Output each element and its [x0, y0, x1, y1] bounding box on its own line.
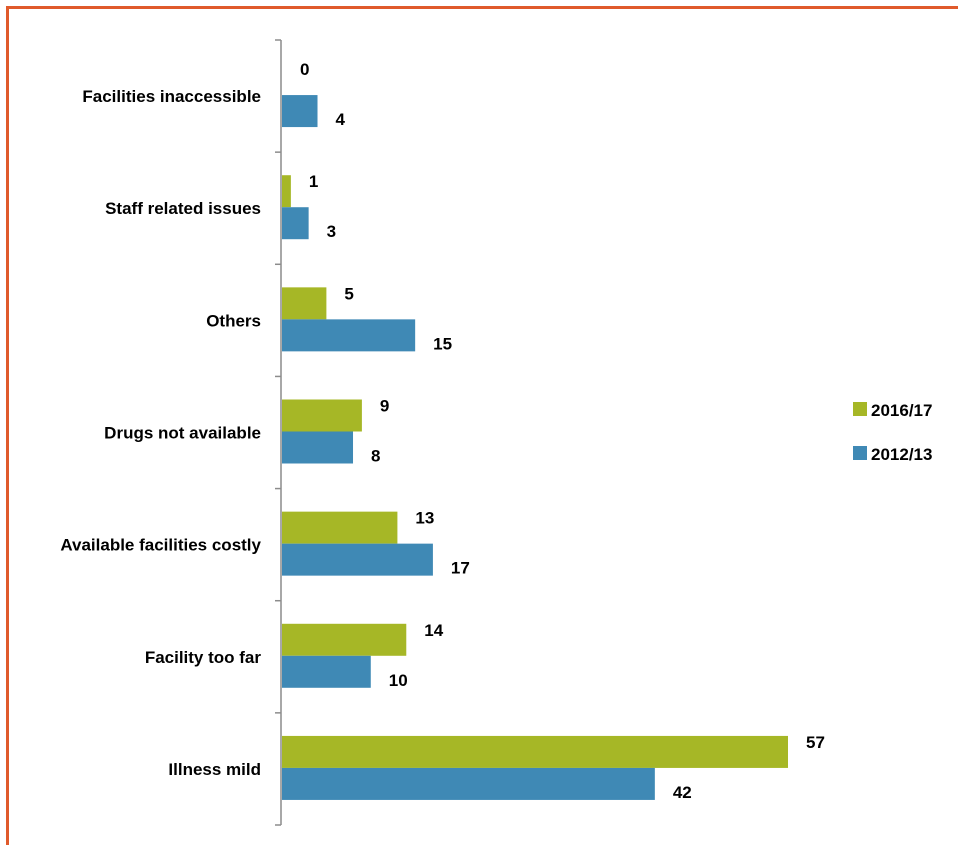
bar-2016-17	[282, 623, 407, 656]
bar-2012-13	[282, 655, 371, 688]
legend-swatch	[853, 402, 867, 416]
category-label: Others	[206, 311, 261, 330]
category-label: Facility too far	[145, 648, 262, 667]
axis-layer	[275, 39, 282, 826]
value-label: 13	[415, 509, 434, 528]
bar-2016-17	[282, 287, 327, 320]
value-label: 3	[327, 222, 336, 241]
value-label: 8	[371, 447, 380, 466]
value-label: 57	[806, 733, 825, 752]
bar-2016-17	[282, 175, 291, 208]
bars-layer	[282, 95, 788, 800]
value-label: 4	[336, 110, 346, 129]
value-label: 17	[451, 559, 470, 578]
bar-2016-17	[282, 735, 788, 768]
value-label: 1	[309, 172, 318, 191]
bar-2012-13	[282, 767, 655, 800]
legend-swatch	[853, 446, 867, 460]
bar-2012-13	[282, 543, 433, 576]
labels-layer: Facilities inaccessible 0 4 Staff related i…	[60, 60, 825, 802]
value-label: 42	[673, 783, 692, 802]
bar-2016-17	[282, 399, 362, 432]
chart-frame	[6, 6, 958, 845]
value-label: 14	[424, 621, 443, 640]
bar-2012-13	[282, 319, 416, 352]
category-label: Staff related issues	[105, 199, 261, 218]
value-label: 15	[433, 334, 452, 353]
category-label: Illness mild	[168, 760, 261, 779]
bar-2012-13	[282, 207, 309, 240]
bar-2016-17	[282, 511, 398, 544]
bar-2012-13	[282, 431, 354, 464]
category-label: Available facilities costly	[60, 536, 261, 555]
legend-label: 2012/13	[871, 445, 932, 464]
legend-label: 2016/17	[871, 401, 932, 420]
value-label: 9	[380, 397, 389, 416]
legend: 2016/17 2012/13	[853, 401, 932, 464]
bar-2012-13	[282, 95, 318, 128]
category-label: Drugs not available	[104, 424, 261, 443]
value-label: 0	[300, 60, 309, 79]
value-label: 5	[344, 284, 353, 303]
value-label: 10	[389, 671, 408, 690]
category-label: Facilities inaccessible	[82, 87, 261, 106]
